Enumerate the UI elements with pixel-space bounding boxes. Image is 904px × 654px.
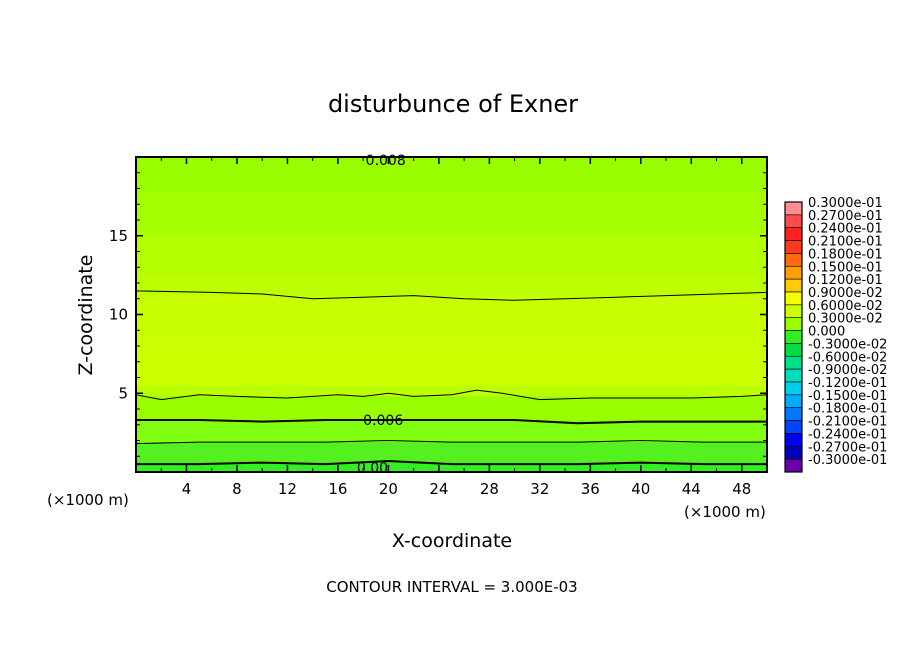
contour-label-1: 0.006 — [363, 413, 403, 429]
contour-label-2: 0.00 — [357, 460, 388, 476]
contour-band-4 — [136, 295, 767, 342]
colorbar-label-2: 0.2400e-01 — [808, 222, 883, 237]
colorbar-swatch-0 — [784, 201, 803, 216]
y-tick-label-1: 10 — [109, 306, 128, 324]
colorbar-label-17: -0.2100e-01 — [808, 415, 887, 430]
colorbar-swatch-12 — [784, 355, 803, 370]
plot-area — [136, 157, 767, 472]
colorbar-label-8: 0.6000e-02 — [808, 299, 883, 314]
colorbar-label-3: 0.2100e-01 — [808, 235, 883, 250]
contour-band-2 — [136, 235, 767, 276]
colorbar-frame — [784, 201, 803, 473]
contour-band-8 — [136, 420, 767, 443]
colorbar-label-6: 0.1200e-01 — [808, 273, 883, 288]
x-tick-label-2: 12 — [278, 480, 297, 498]
colorbar-swatch-13 — [784, 368, 803, 383]
colorbar-swatch-11 — [784, 343, 803, 357]
x-tick-label-8: 36 — [581, 480, 600, 498]
x-tick-label-5: 24 — [429, 480, 448, 498]
x-tick-label-6: 28 — [480, 480, 499, 498]
colorbar-label-12: -0.6000e-02 — [808, 350, 887, 365]
x-tick-label-10: 44 — [682, 480, 701, 498]
colorbar-swatch-2 — [784, 227, 803, 241]
colorbar-label-1: 0.2700e-01 — [808, 209, 883, 224]
y-tick-label-0: 5 — [118, 384, 128, 402]
contour-label-0: 0.008 — [366, 153, 406, 169]
colorbar-label-19: -0.2700e-01 — [808, 440, 887, 455]
colorbar-label-13: -0.9000e-02 — [808, 363, 887, 378]
colorbar-swatch-10 — [784, 330, 803, 344]
x-unit-label-left: (×1000 m) — [47, 491, 129, 509]
chart-title: disturbunce of Exner — [328, 90, 578, 118]
colorbar-label-16: -0.1800e-01 — [808, 402, 887, 417]
y-axis-label: Z-coordinate — [75, 255, 97, 376]
colorbar-label-14: -0.1200e-01 — [808, 376, 887, 391]
colorbar-swatch-4 — [784, 253, 803, 267]
x-tick-label-0: 4 — [182, 480, 192, 498]
x-tick-label-3: 16 — [328, 480, 347, 498]
colorbar-label-18: -0.2400e-01 — [808, 427, 887, 442]
colorbar-swatch-14 — [784, 381, 803, 396]
contour-line-4 — [136, 459, 767, 466]
colorbar-label-10: 0.000 — [808, 325, 845, 340]
contour-band-6 — [136, 385, 767, 397]
colorbar-swatch-1 — [784, 214, 803, 229]
colorbar-swatch-3 — [784, 240, 803, 254]
contour-band-5 — [136, 341, 767, 386]
colorbar-label-5: 0.1500e-01 — [808, 260, 883, 275]
contour-lines — [136, 290, 767, 466]
filled-contour-bands — [136, 157, 767, 472]
y-tick-label-2: 15 — [109, 227, 128, 245]
x-tick-label-1: 8 — [232, 480, 242, 498]
x-tick-label-9: 40 — [631, 480, 650, 498]
x-tick-label-4: 20 — [379, 480, 398, 498]
contour-band-0 — [136, 157, 767, 193]
x-unit-label-right: (×1000 m) — [684, 503, 766, 521]
contour-line-0 — [136, 290, 767, 301]
colorbar-label-7: 0.9000e-02 — [808, 286, 883, 301]
colorbar: 0.3000e-010.2700e-010.2400e-010.2100e-01… — [784, 196, 887, 473]
contour-band-9 — [136, 442, 767, 464]
colorbar-swatch-8 — [784, 304, 803, 319]
colorbar-label-9: 0.3000e-02 — [808, 312, 883, 327]
colorbar-label-20: -0.3000e-01 — [808, 453, 887, 468]
contour-band-1 — [136, 191, 767, 237]
contour-interval-note: CONTOUR INTERVAL = 3.000E-03 — [326, 578, 577, 596]
colorbar-label-11: -0.3000e-02 — [808, 337, 887, 352]
colorbar-label-4: 0.1800e-01 — [808, 247, 883, 262]
colorbar-swatch-18 — [784, 433, 803, 447]
colorbar-swatch-16 — [784, 407, 803, 421]
colorbar-label-0: 0.3000e-01 — [808, 196, 883, 211]
colorbar-swatch-17 — [784, 420, 803, 434]
contour-line-2 — [136, 419, 767, 425]
colorbar-swatch-20 — [784, 458, 803, 473]
colorbar-swatch-15 — [784, 394, 803, 409]
colorbar-label-15: -0.1500e-01 — [808, 389, 887, 404]
x-tick-label-7: 32 — [530, 480, 549, 498]
contour-line-1 — [136, 389, 767, 401]
x-tick-label-11: 48 — [732, 480, 751, 498]
contour-line-3 — [136, 439, 767, 445]
colorbar-swatch-9 — [784, 317, 803, 331]
contour-band-10 — [136, 462, 767, 472]
colorbar-swatch-5 — [784, 265, 803, 280]
contour-band-7 — [136, 396, 767, 421]
x-axis-label: X-coordinate — [392, 530, 512, 552]
contour-band-3 — [136, 275, 767, 297]
colorbar-swatch-6 — [784, 278, 803, 293]
colorbar-swatch-7 — [784, 291, 803, 306]
colorbar-swatch-19 — [784, 445, 803, 460]
